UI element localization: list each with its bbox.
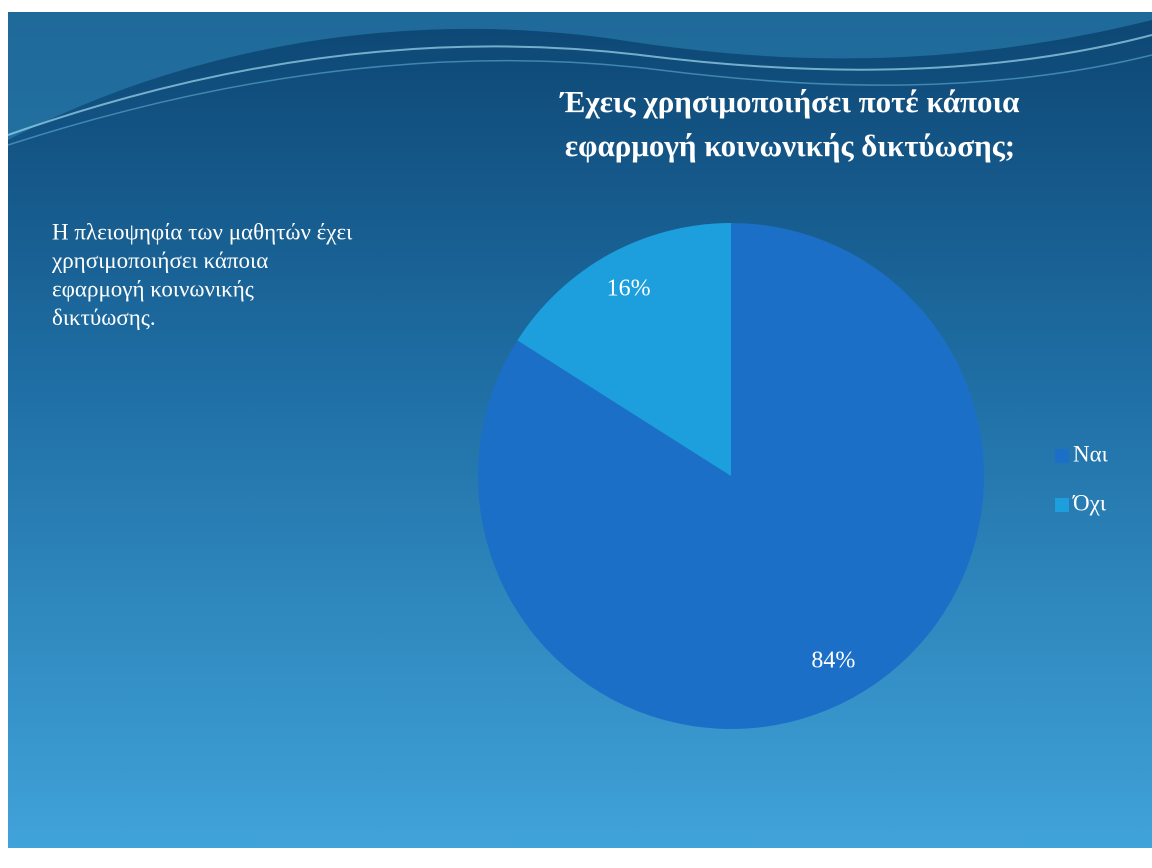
swoosh-line <box>7 34 1152 136</box>
annotation: δικτύωσης. <box>52 305 156 330</box>
pie-slice <box>517 223 731 476</box>
data-label: 84% <box>811 648 855 674</box>
swoosh <box>8 12 1152 140</box>
annotation: εφαρμογή κοινωνικής <box>52 276 254 301</box>
legend-swatch <box>1055 498 1069 512</box>
legend-label: Όχι <box>1072 490 1107 515</box>
chart-title: εφαρμογή κοινωνικής δικτύωσης; <box>565 128 1015 163</box>
chart-title: Έχεις χρησιμοποιήσει ποτέ κάποια <box>559 84 1020 119</box>
data-label: 16% <box>607 275 651 301</box>
annotation: Η πλειοψηφία των μαθητών έχει <box>52 219 353 244</box>
chart: Έχεις χρησιμοποιήσει ποτέ κάποια εφαρμογή… <box>51 84 1109 729</box>
swoosh-line <box>7 54 1152 146</box>
pie-slice <box>477 223 984 729</box>
legend-swatch <box>1055 449 1069 463</box>
annotation: χρησιμοποιήσει κάποια <box>51 248 268 273</box>
legend-label: Ναι <box>1073 441 1109 466</box>
